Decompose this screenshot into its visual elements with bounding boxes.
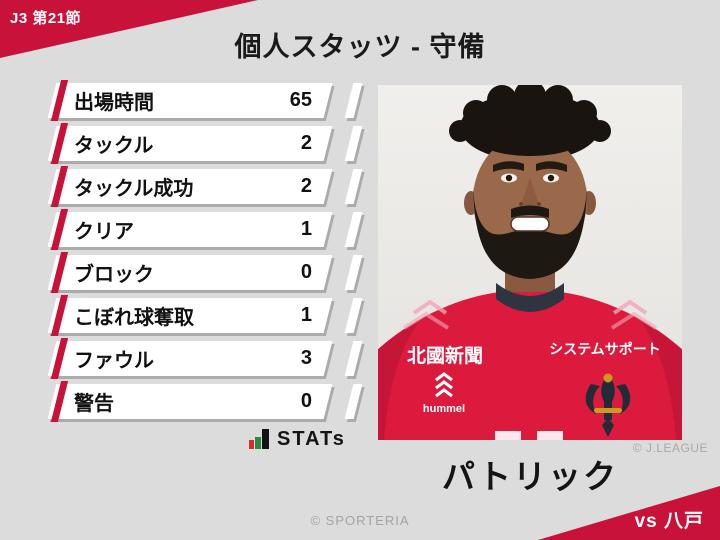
player-portrait-illustration: 北國新聞 システムサポート hummel (374, 80, 686, 441)
stat-row: ファウル 3 (47, 338, 363, 379)
stat-value: 0 (300, 261, 312, 283)
stat-row: 出場時間 65 (47, 80, 363, 121)
bar-chart-icon (262, 429, 269, 449)
stat-value: 3 (300, 347, 312, 369)
stat-bar-sliver (344, 255, 363, 290)
mustache (511, 205, 549, 218)
stat-bar-sliver (344, 341, 363, 376)
opponent-label: vs 八戸 (634, 511, 704, 532)
stat-row: こぼれ球奪取 1 (47, 295, 363, 336)
stat-bar-sliver (344, 83, 363, 118)
stat-label: クリア (74, 221, 134, 243)
stat-label: ブロック (74, 264, 154, 286)
stat-label: 警告 (74, 393, 114, 415)
stat-row: タックル 2 (47, 123, 363, 164)
jersey-number-fragment (495, 431, 521, 440)
stat-label: こぼれ球奪取 (74, 307, 194, 329)
jersey-number-fragment (537, 431, 563, 440)
hummel-wordmark: hummel (423, 403, 465, 415)
stat-row: ブロック 0 (47, 252, 363, 293)
stat-row: タックル成功 2 (47, 166, 363, 207)
stat-value: 1 (300, 218, 312, 240)
stat-bar-sliver (344, 384, 363, 419)
stat-value: 0 (300, 390, 312, 412)
stat-label: ファウル (74, 350, 154, 372)
jersey-sponsor-right: システムサポート (549, 341, 661, 357)
nose (521, 177, 539, 208)
stat-bar-sliver (344, 126, 363, 161)
jersey: 北國新聞 システムサポート hummel (374, 283, 686, 441)
stats-logo-label: STATs (277, 428, 346, 450)
eyebrow (493, 161, 524, 172)
stat-row: 警告 0 (47, 381, 363, 422)
stat-value: 65 (289, 89, 312, 111)
stat-label: 出場時間 (74, 92, 154, 114)
stat-bar-sliver (344, 298, 363, 333)
stat-bar-sliver (344, 169, 363, 204)
bar-chart-icon (255, 437, 261, 449)
stats-logo: STATs (249, 426, 346, 449)
stat-value: 2 (300, 175, 312, 197)
stat-bar-sliver (344, 212, 363, 247)
stat-label: タックル成功 (74, 178, 194, 200)
club-crest-icon (585, 373, 631, 437)
head (449, 80, 611, 279)
photo-credit: © J.LEAGUE (632, 441, 708, 455)
stat-value: 1 (300, 304, 312, 326)
stat-label: タックル (74, 135, 154, 157)
player-photo: 北國新聞 システムサポート hummel (374, 80, 686, 441)
stat-row: クリア 1 (47, 209, 363, 250)
page-title: 個人スタッツ - 守備 (234, 32, 486, 62)
jersey-sponsor-left: 北國新聞 (407, 344, 483, 367)
collar (496, 283, 564, 312)
stat-value: 2 (300, 132, 312, 154)
stats-list: 出場時間 65 タックル 2 タックル成功 2 (47, 80, 363, 427)
sporteria-credit: © SPORTERIA (310, 513, 410, 528)
player-name: パトリック (442, 458, 618, 495)
round-badge-label: J3 第21節 (10, 10, 82, 27)
smile (510, 216, 550, 232)
eyebrow (536, 161, 567, 172)
hummel-logo (435, 372, 453, 398)
bar-chart-icon (249, 440, 254, 449)
hairline (475, 118, 585, 156)
